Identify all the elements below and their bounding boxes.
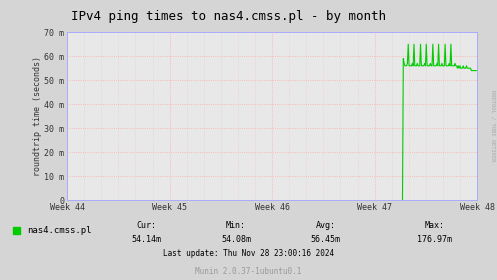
Text: 56.45m: 56.45m xyxy=(311,235,340,244)
Text: RRDTOOL / TOBI OETIKER: RRDTOOL / TOBI OETIKER xyxy=(491,90,496,162)
Y-axis label: roundtrip time (seconds): roundtrip time (seconds) xyxy=(32,56,42,176)
Text: 176.97m: 176.97m xyxy=(417,235,452,244)
Text: Min:: Min: xyxy=(226,221,246,230)
Text: Last update: Thu Nov 28 23:00:16 2024: Last update: Thu Nov 28 23:00:16 2024 xyxy=(163,249,334,258)
Text: 54.08m: 54.08m xyxy=(221,235,251,244)
Text: Cur:: Cur: xyxy=(137,221,157,230)
Text: IPv4 ping times to nas4.cmss.pl - by month: IPv4 ping times to nas4.cmss.pl - by mon… xyxy=(71,10,386,23)
Text: Max:: Max: xyxy=(425,221,445,230)
Text: 54.14m: 54.14m xyxy=(132,235,162,244)
Text: Munin 2.0.37-1ubuntu0.1: Munin 2.0.37-1ubuntu0.1 xyxy=(195,267,302,276)
Legend: nas4.cmss.pl: nas4.cmss.pl xyxy=(9,223,95,239)
Text: Avg:: Avg: xyxy=(316,221,335,230)
